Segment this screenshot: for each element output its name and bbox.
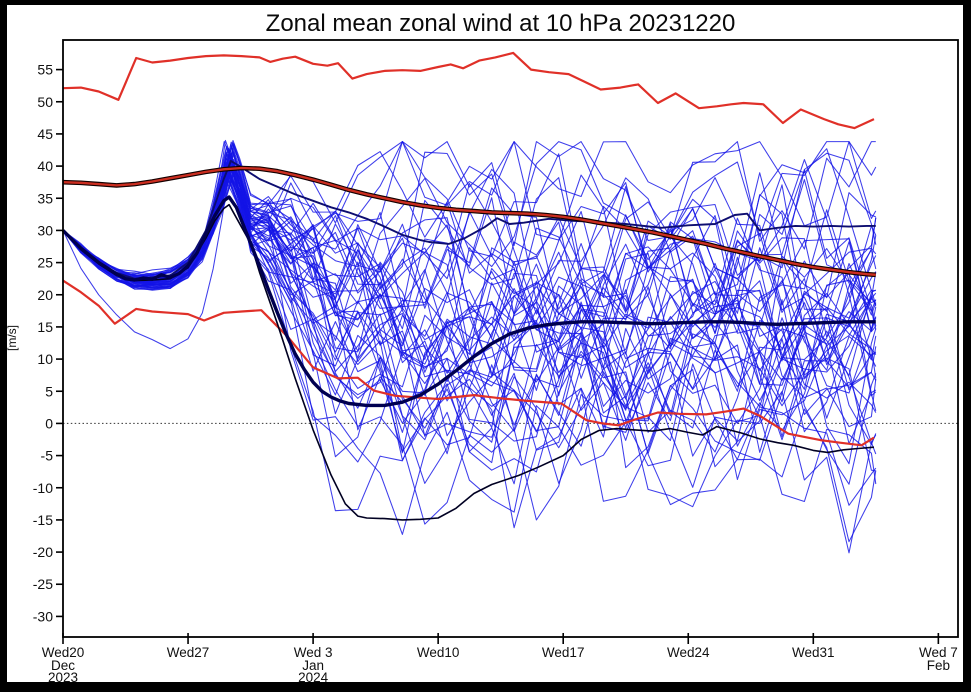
climatology-mean-line (62, 166, 876, 276)
chart-title: Zonal mean zonal wind at 10 hPa 20231220 (266, 10, 736, 37)
x-tick-label: Wed 3 (294, 645, 333, 660)
x-tick-sublabel: 2024 (298, 670, 329, 685)
climatology-min-line (62, 279, 875, 447)
y-tick-label: -30 (33, 608, 53, 624)
y-tick-label: -15 (33, 512, 53, 528)
main-series-group (62, 51, 876, 521)
y-tick-label: 10 (37, 351, 53, 367)
plot-frame (62, 39, 959, 638)
ensemble-member-line (62, 172, 877, 383)
dark-member-high-line (62, 159, 876, 280)
y-tick-label: -20 (33, 544, 53, 560)
plot-canvas-background (7, 5, 963, 682)
y-tick-label: 15 (37, 319, 53, 335)
x-tick-label: Wed31 (792, 645, 835, 660)
x-tick-label: Wed17 (542, 645, 585, 660)
x-tick-sublabel: Jan (302, 658, 324, 673)
y-axis-unit-label: [m/s] (5, 325, 19, 351)
x-tick-sublabel: Feb (927, 658, 950, 673)
axis-ticks-group (56, 68, 940, 644)
y-tick-label: 25 (37, 255, 53, 271)
y-tick-label: 45 (37, 126, 53, 142)
ensemble-member-line (62, 165, 877, 377)
y-tick-label: 20 (37, 287, 53, 303)
x-tick-label: Wed20 (42, 645, 85, 660)
y-tick-label: 55 (37, 62, 53, 78)
climatology-max-line (62, 51, 875, 130)
y-tick-label: 5 (45, 383, 53, 399)
axis-labels-group: -30 -25 -20 -15 -10 -5 0 5 10 15 20 25 30 35 40 45 50 55 W… (33, 62, 958, 685)
y-tick-label: -25 (33, 576, 53, 592)
x-tick-label: Wed27 (167, 645, 210, 660)
x-tick-label: Wed 7 (919, 645, 958, 660)
x-tick-sublabel: 2023 (48, 670, 78, 685)
ensemble-member-line (62, 170, 877, 327)
y-tick-label: -10 (33, 480, 53, 496)
x-tick-sublabel: Dec (51, 658, 75, 673)
ensemble-member-line (62, 177, 877, 366)
y-tick-label: -5 (41, 448, 54, 464)
x-tick-label: Wed10 (417, 645, 460, 660)
y-tick-label: 30 (37, 222, 53, 238)
x-tick-label: Wed24 (667, 645, 710, 660)
y-tick-label: 40 (37, 158, 53, 174)
ensemble-member-line (62, 141, 877, 286)
control-member-line (62, 203, 875, 521)
y-tick-label: 50 (37, 94, 53, 110)
y-tick-label: 0 (45, 415, 53, 431)
ensemble-mean-line (62, 195, 876, 408)
y-tick-label: 35 (37, 190, 53, 206)
